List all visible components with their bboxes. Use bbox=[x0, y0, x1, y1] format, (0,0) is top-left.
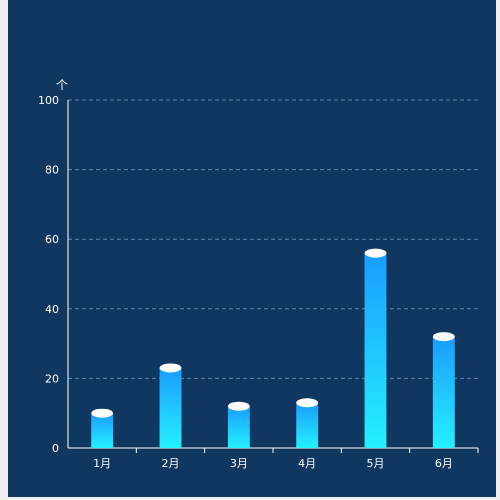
y-tick-label: 60 bbox=[45, 233, 59, 246]
bar-cap-3 bbox=[227, 401, 250, 411]
bar-cap-2 bbox=[159, 363, 182, 373]
label-layer: 0 20 40 60 80 100 1月 2月 3月 4月 5月 6月 bbox=[38, 94, 453, 470]
x-tick-label: 1月 bbox=[93, 457, 111, 470]
y-tick-label: 80 bbox=[45, 164, 59, 177]
y-axis-unit-label: 个 bbox=[56, 78, 68, 92]
bar-6 bbox=[432, 336, 455, 448]
bar-cap-1 bbox=[91, 408, 114, 418]
x-tick-label: 2月 bbox=[162, 457, 180, 470]
bar-cap-5 bbox=[364, 248, 387, 258]
x-tick-label: 5月 bbox=[367, 457, 385, 470]
bar-layer bbox=[91, 248, 455, 448]
y-tick-label: 0 bbox=[52, 442, 59, 455]
bar-cap-4 bbox=[296, 398, 319, 408]
bar-3 bbox=[227, 406, 250, 448]
grid-layer bbox=[68, 99, 478, 379]
x-tick-label: 6月 bbox=[435, 457, 453, 470]
bar-4 bbox=[296, 402, 319, 448]
y-tick-label: 40 bbox=[45, 303, 59, 316]
x-tick-label: 3月 bbox=[230, 457, 248, 470]
y-tick-label: 100 bbox=[38, 94, 59, 107]
bar-cap-6 bbox=[432, 332, 455, 342]
axis-layer bbox=[67, 100, 479, 453]
chart-panel bbox=[8, 0, 496, 497]
bar-2 bbox=[159, 367, 182, 448]
bar-5 bbox=[364, 253, 387, 448]
bar-1 bbox=[91, 413, 114, 448]
x-tick-label: 4月 bbox=[298, 457, 316, 470]
y-tick-label: 20 bbox=[45, 372, 59, 385]
